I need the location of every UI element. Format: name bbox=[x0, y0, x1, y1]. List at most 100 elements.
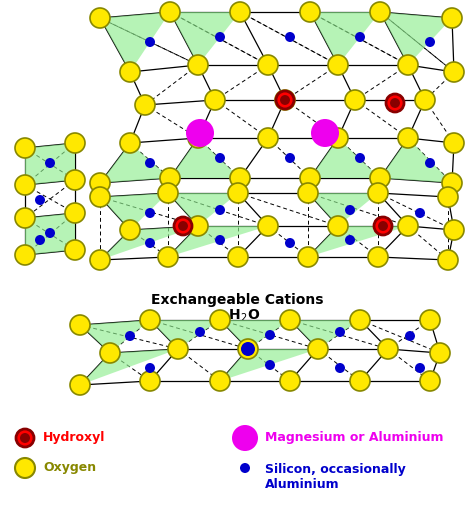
Circle shape bbox=[300, 2, 320, 22]
Circle shape bbox=[195, 327, 205, 337]
Circle shape bbox=[215, 32, 225, 42]
Circle shape bbox=[215, 205, 225, 215]
Circle shape bbox=[45, 228, 55, 238]
Circle shape bbox=[240, 463, 250, 473]
Circle shape bbox=[188, 55, 208, 75]
Polygon shape bbox=[168, 193, 238, 226]
Circle shape bbox=[258, 216, 278, 236]
Polygon shape bbox=[308, 193, 378, 226]
Circle shape bbox=[378, 221, 388, 231]
Circle shape bbox=[160, 2, 180, 22]
Circle shape bbox=[415, 90, 435, 110]
Circle shape bbox=[438, 187, 458, 207]
Circle shape bbox=[145, 158, 155, 168]
Circle shape bbox=[258, 55, 278, 75]
Circle shape bbox=[444, 62, 464, 82]
Polygon shape bbox=[170, 12, 240, 65]
Circle shape bbox=[370, 2, 390, 22]
Circle shape bbox=[405, 331, 415, 341]
Circle shape bbox=[374, 217, 392, 235]
Circle shape bbox=[258, 128, 278, 148]
Circle shape bbox=[308, 339, 328, 359]
Polygon shape bbox=[100, 143, 170, 183]
Circle shape bbox=[15, 138, 35, 158]
Polygon shape bbox=[310, 12, 380, 65]
Text: Magnesium or Aluminium: Magnesium or Aluminium bbox=[265, 432, 444, 444]
Circle shape bbox=[345, 205, 355, 215]
Polygon shape bbox=[100, 193, 168, 230]
Circle shape bbox=[280, 95, 290, 105]
Circle shape bbox=[420, 310, 440, 330]
Circle shape bbox=[135, 95, 155, 115]
Circle shape bbox=[90, 173, 110, 193]
Polygon shape bbox=[80, 320, 150, 353]
Circle shape bbox=[145, 37, 155, 47]
Circle shape bbox=[238, 339, 258, 359]
Polygon shape bbox=[25, 143, 75, 185]
Circle shape bbox=[398, 216, 418, 236]
Circle shape bbox=[215, 153, 225, 163]
Circle shape bbox=[168, 339, 188, 359]
Circle shape bbox=[311, 119, 339, 147]
Circle shape bbox=[328, 55, 348, 75]
Polygon shape bbox=[310, 138, 380, 178]
Circle shape bbox=[178, 221, 188, 231]
Circle shape bbox=[328, 216, 348, 236]
Circle shape bbox=[90, 8, 110, 28]
Circle shape bbox=[125, 331, 135, 341]
Circle shape bbox=[35, 195, 45, 205]
Circle shape bbox=[368, 183, 388, 203]
Circle shape bbox=[210, 310, 230, 330]
Circle shape bbox=[275, 90, 295, 110]
Circle shape bbox=[415, 363, 425, 373]
Circle shape bbox=[276, 91, 294, 109]
Circle shape bbox=[420, 371, 440, 391]
Circle shape bbox=[160, 168, 180, 188]
Circle shape bbox=[398, 128, 418, 148]
Circle shape bbox=[215, 235, 225, 245]
Circle shape bbox=[390, 98, 400, 108]
Circle shape bbox=[35, 235, 45, 245]
Circle shape bbox=[232, 425, 258, 451]
Polygon shape bbox=[80, 349, 178, 385]
Circle shape bbox=[65, 203, 85, 223]
Circle shape bbox=[188, 216, 208, 236]
Circle shape bbox=[241, 342, 255, 356]
Circle shape bbox=[140, 371, 160, 391]
Text: Hydroxyl: Hydroxyl bbox=[43, 432, 105, 444]
Circle shape bbox=[90, 250, 110, 270]
Circle shape bbox=[65, 133, 85, 153]
Polygon shape bbox=[308, 226, 408, 257]
Circle shape bbox=[350, 310, 370, 330]
Circle shape bbox=[298, 183, 318, 203]
Text: Oxygen: Oxygen bbox=[43, 461, 96, 475]
Circle shape bbox=[174, 217, 192, 235]
Circle shape bbox=[205, 90, 225, 110]
Circle shape bbox=[386, 94, 404, 112]
Circle shape bbox=[280, 310, 300, 330]
Circle shape bbox=[265, 360, 275, 370]
Polygon shape bbox=[25, 213, 75, 255]
Circle shape bbox=[100, 343, 120, 363]
Polygon shape bbox=[150, 320, 220, 349]
Circle shape bbox=[70, 375, 90, 395]
Circle shape bbox=[265, 330, 275, 340]
Circle shape bbox=[145, 238, 155, 248]
Circle shape bbox=[15, 175, 35, 195]
Polygon shape bbox=[100, 12, 170, 72]
Circle shape bbox=[65, 240, 85, 260]
Text: Exchangeable Cations: Exchangeable Cations bbox=[151, 293, 323, 307]
Circle shape bbox=[368, 247, 388, 267]
Text: n H$_2$O: n H$_2$O bbox=[214, 308, 260, 324]
Text: Silicon, occasionally
Aluminium: Silicon, occasionally Aluminium bbox=[265, 463, 406, 491]
Circle shape bbox=[378, 339, 398, 359]
Circle shape bbox=[90, 187, 110, 207]
Circle shape bbox=[355, 32, 365, 42]
Circle shape bbox=[65, 170, 85, 190]
Circle shape bbox=[70, 315, 90, 335]
Circle shape bbox=[350, 371, 370, 391]
Circle shape bbox=[345, 90, 365, 110]
Circle shape bbox=[335, 363, 345, 373]
Circle shape bbox=[298, 247, 318, 267]
Circle shape bbox=[158, 247, 178, 267]
